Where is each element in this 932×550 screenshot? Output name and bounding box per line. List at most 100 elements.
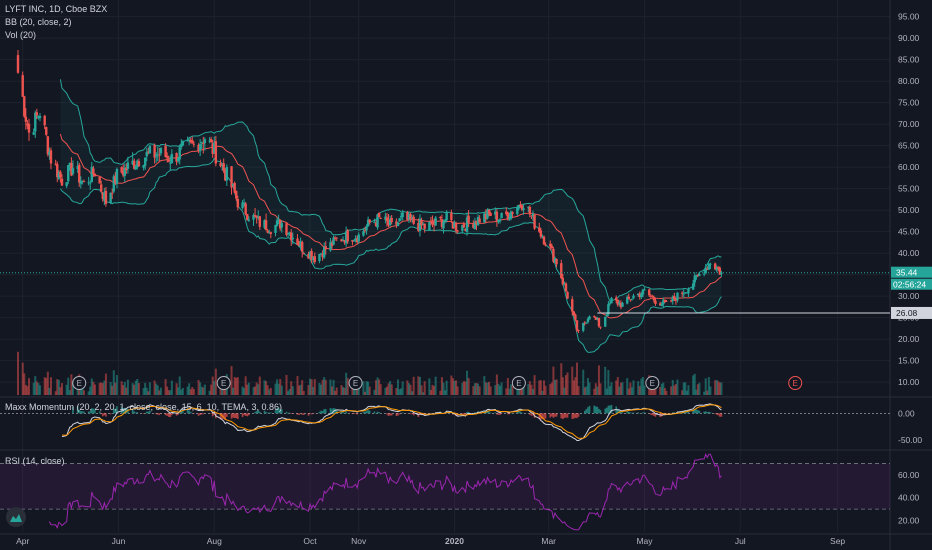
volume-bar	[407, 383, 410, 395]
momentum-bar	[241, 413, 244, 418]
volume-bar	[329, 379, 332, 395]
vol-legend[interactable]: Vol (20)	[5, 30, 36, 40]
momentum-bar	[343, 412, 346, 414]
volume-bar	[687, 385, 690, 395]
momentum-bar	[175, 413, 178, 416]
candle-body	[363, 229, 367, 231]
volume-bar	[418, 376, 421, 395]
volume-bar	[109, 382, 112, 395]
candle-body	[79, 180, 83, 184]
candles	[16, 50, 723, 334]
candle-body	[115, 168, 119, 184]
momentum-bar	[296, 413, 299, 415]
momentum-bar	[698, 410, 701, 414]
earnings-marker[interactable]: E	[72, 376, 87, 390]
candle-body	[308, 252, 312, 258]
candle-body	[224, 170, 227, 181]
candle-body	[384, 216, 387, 220]
volume-bar	[472, 386, 475, 395]
momentum-bar	[178, 412, 181, 414]
momentum-bar	[81, 411, 84, 414]
bb-legend[interactable]: BB (20, close, 2)	[5, 17, 72, 27]
volume-bar	[111, 385, 114, 395]
volume-bar	[307, 385, 310, 395]
candle-body	[297, 245, 301, 246]
candle-body	[178, 147, 181, 160]
candle-body	[104, 190, 108, 204]
candle-body	[511, 212, 514, 214]
volume-bar	[189, 389, 192, 395]
momentum-legend[interactable]: Maxx Momentum (20, 2, 20, 1, close, clos…	[5, 402, 282, 412]
candle-body	[484, 214, 488, 220]
earnings-marker[interactable]: E	[511, 376, 526, 390]
candle-body	[310, 250, 313, 261]
volume-bar	[532, 388, 535, 395]
candle-body	[608, 303, 612, 304]
rsi-legend[interactable]: RSI (14, close)	[5, 456, 65, 466]
momentum-bar	[544, 413, 547, 419]
price-tick-label: 20.00	[898, 334, 920, 344]
candle-body	[23, 96, 26, 117]
momentum-bar	[318, 411, 321, 414]
candle-body	[187, 140, 191, 142]
volume-bar	[629, 382, 632, 395]
candle-body	[680, 292, 684, 294]
candle-body	[407, 214, 411, 220]
volume-bar	[334, 390, 337, 395]
candle-body	[541, 236, 544, 238]
volume-bar	[533, 375, 536, 395]
symbol-legend[interactable]: LYFT INC, 1D, Cboe BZX	[5, 4, 107, 14]
candle-body	[605, 314, 608, 316]
candle-body	[252, 215, 255, 220]
volume-bar	[233, 376, 236, 395]
momentum-bar	[411, 413, 413, 415]
volume-bar	[221, 384, 224, 395]
candle-body	[388, 219, 392, 225]
volume-bar	[356, 387, 359, 395]
candle-body	[209, 139, 213, 143]
volume-bar	[538, 380, 541, 395]
momentum-bar	[246, 413, 249, 417]
momentum-bar	[571, 413, 574, 419]
momentum-bar	[494, 412, 497, 414]
momentum-bar	[412, 413, 415, 416]
momentum-bar	[177, 413, 179, 415]
momentum-bar	[367, 409, 369, 414]
price-tick-label: 70.00	[898, 119, 920, 129]
candle-body	[49, 150, 53, 164]
candle-body	[674, 298, 678, 301]
earnings-marker[interactable]: E	[216, 376, 231, 390]
candle-body	[24, 116, 28, 122]
candle-body	[290, 232, 293, 241]
volume-bar	[134, 380, 137, 395]
momentum-bar	[351, 413, 354, 414]
earnings-marker[interactable]: E	[645, 376, 660, 390]
candle-body	[27, 123, 31, 133]
candle-body	[101, 192, 104, 200]
volume-bar	[235, 377, 238, 395]
earnings-marker[interactable]: E	[788, 376, 803, 390]
candle-body	[640, 294, 643, 298]
momentum-bar	[298, 413, 300, 415]
momentum-bar	[389, 413, 391, 416]
volume-bar	[155, 383, 158, 395]
volume-bar	[604, 366, 607, 395]
volume-bar	[137, 383, 140, 395]
candle-body	[180, 144, 183, 148]
tradingview-logo-icon[interactable]	[6, 507, 26, 527]
candle-body	[660, 303, 663, 307]
earnings-circle	[72, 376, 87, 390]
volume-bar	[674, 384, 677, 395]
momentum-bar	[588, 405, 591, 414]
volume-bar	[89, 386, 92, 395]
candle-body	[443, 219, 447, 222]
candle-body	[34, 112, 37, 132]
earnings-label: E	[793, 379, 798, 388]
volume-bar	[453, 380, 456, 395]
volume-bar	[93, 384, 96, 395]
momentum-bar	[401, 412, 404, 414]
earnings-marker[interactable]: E	[348, 376, 363, 390]
momentum-bar	[585, 409, 588, 414]
candle-body	[90, 166, 93, 182]
